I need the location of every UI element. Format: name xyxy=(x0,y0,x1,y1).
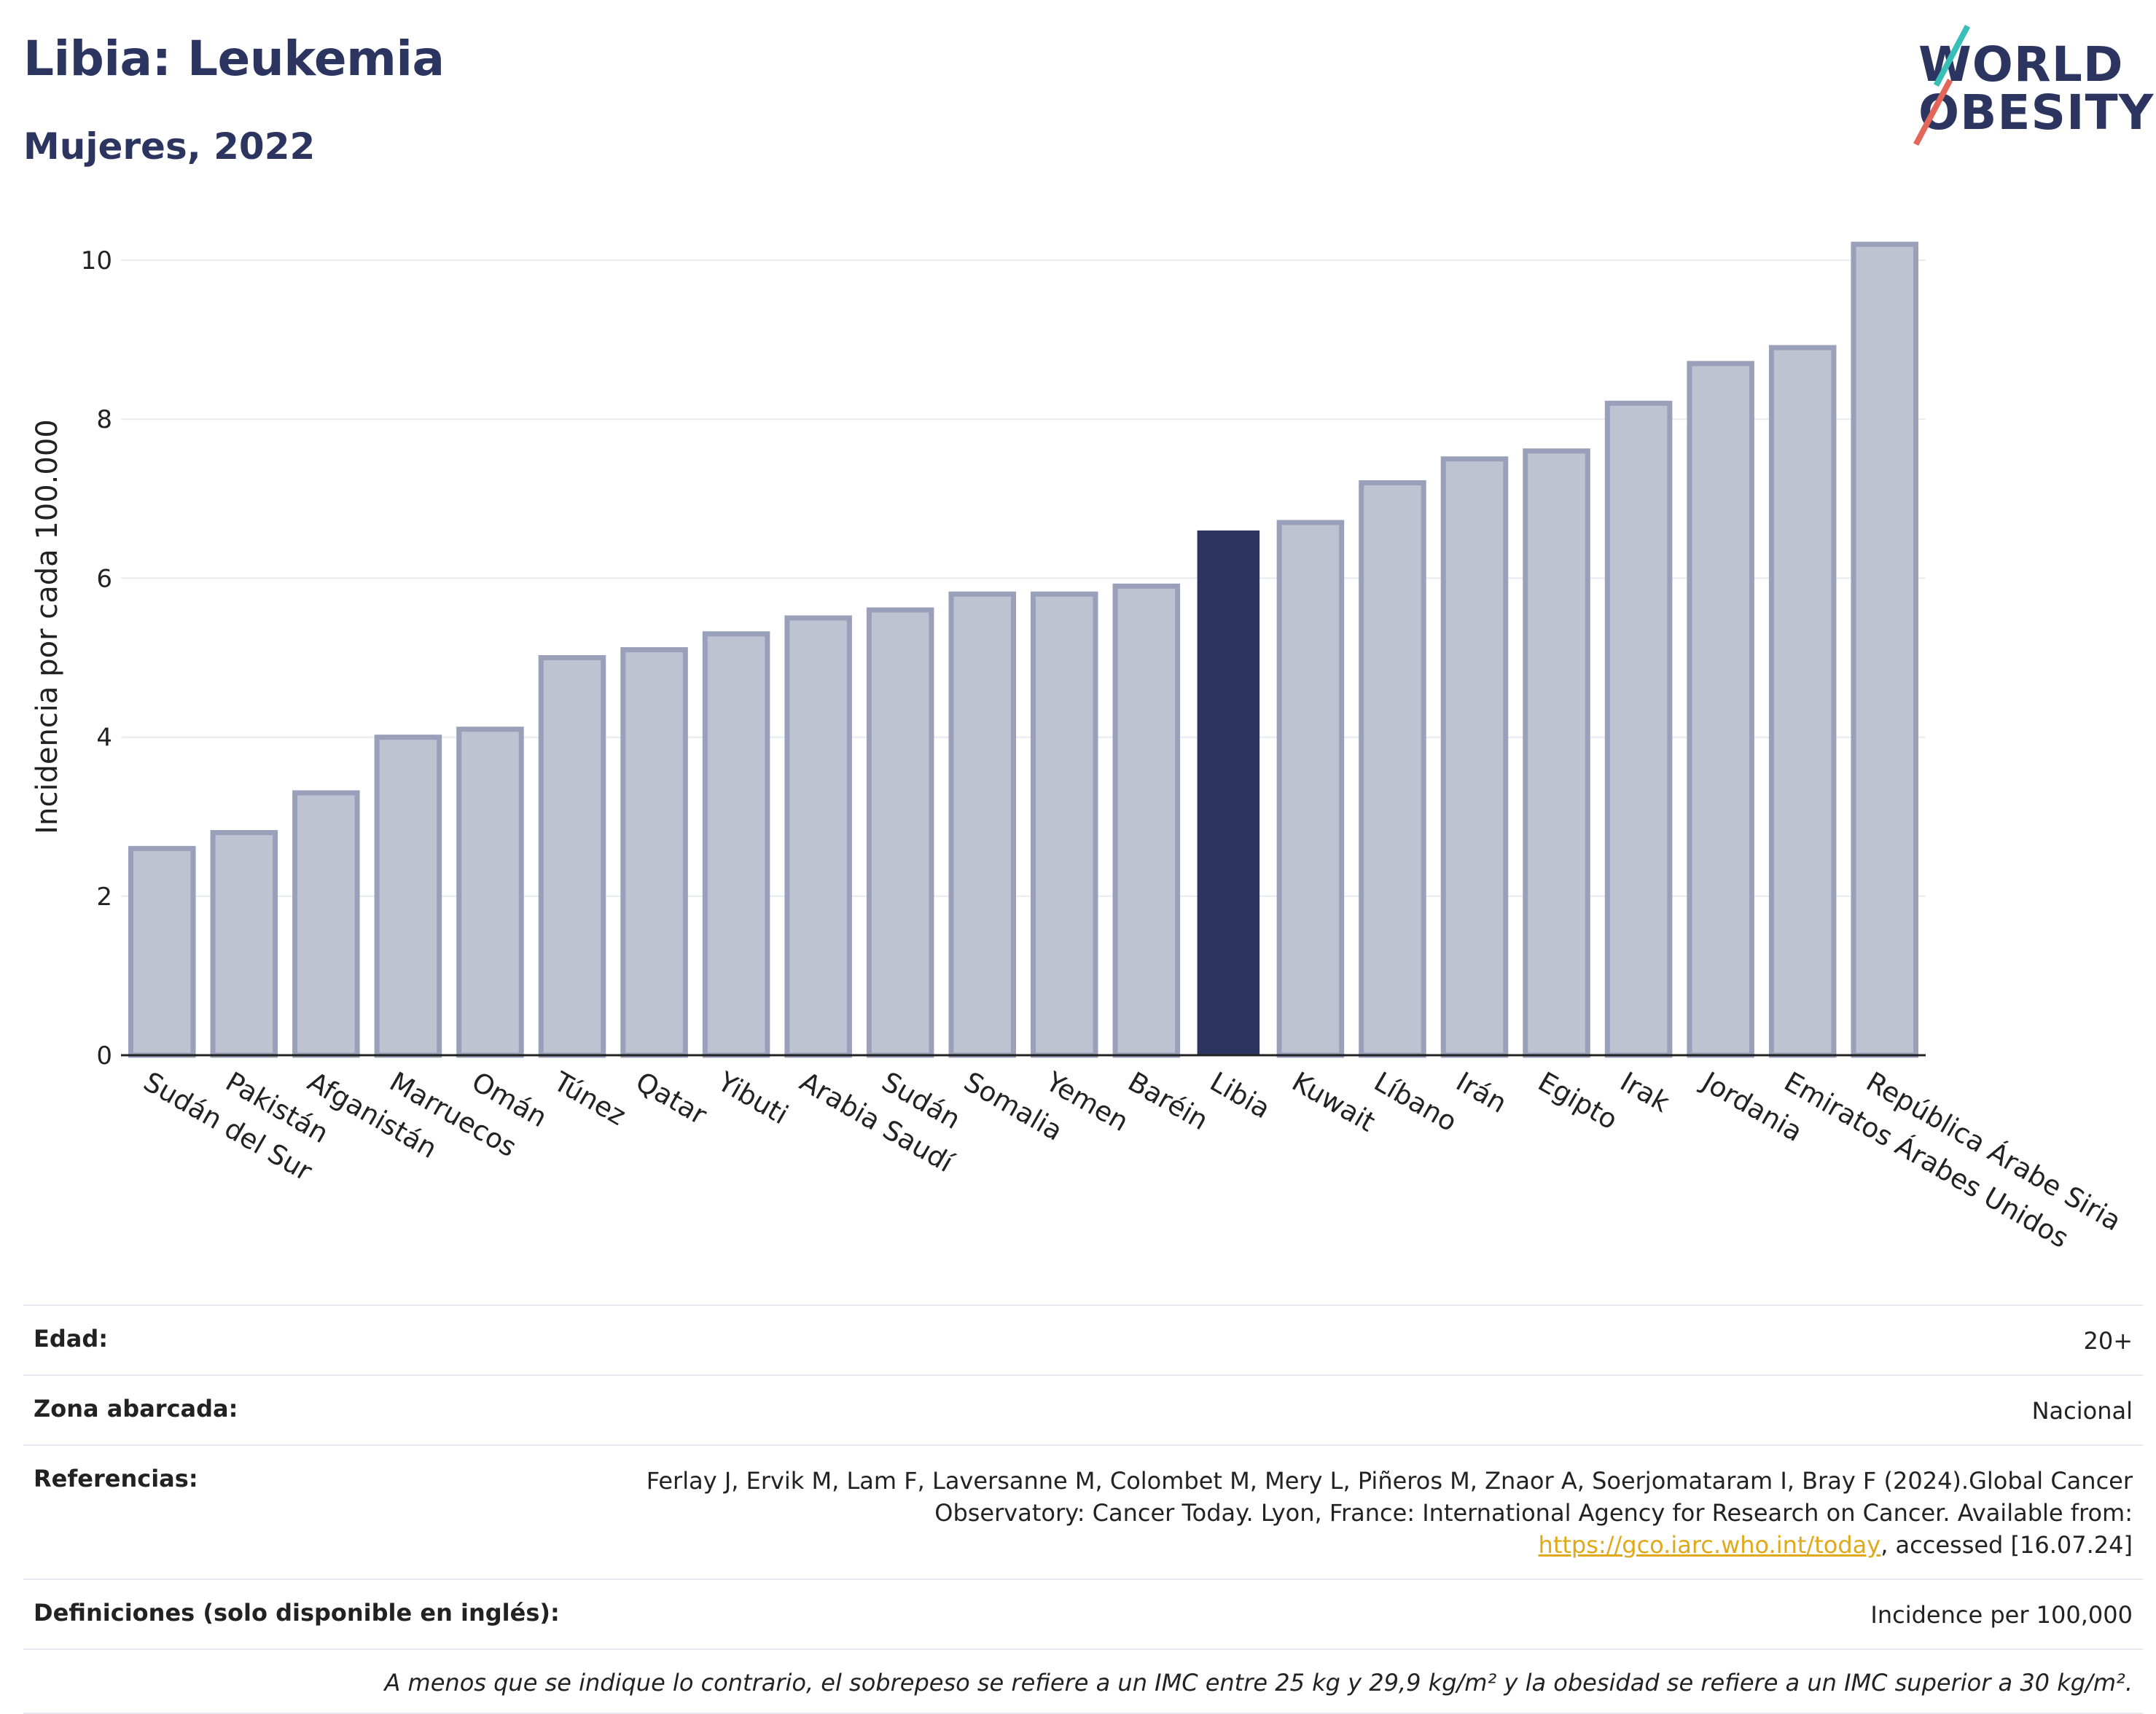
bar xyxy=(1687,361,1754,1058)
world-obesity-logo: WORLD OBESITY xyxy=(1895,22,2153,153)
x-axis-labels: Sudán del SurPakistánAfganistánMarruecos… xyxy=(138,1065,2127,1254)
bar xyxy=(784,615,852,1058)
bar xyxy=(128,845,196,1058)
logo-line-2: OBESITY xyxy=(1918,85,2155,141)
info-row-references: Referencias: Ferlay J, Ervik M, Lam F, L… xyxy=(23,1446,2143,1580)
references-label: Referencias: xyxy=(34,1465,198,1492)
y-tick-label: 4 xyxy=(96,724,112,753)
page-subtitle: Mujeres, 2022 xyxy=(23,125,316,168)
y-tick-label: 8 xyxy=(96,405,112,434)
references-text: Ferlay J, Ervik M, Lam F, Laversanne M, … xyxy=(646,1467,2133,1527)
info-row-age: Edad: 20+ xyxy=(23,1306,2143,1376)
page-title: Libia: Leukemia xyxy=(23,31,445,87)
bars xyxy=(128,241,1918,1058)
info-table: Edad: 20+ Zona abarcada: Nacional Refere… xyxy=(23,1304,2143,1714)
x-tick-label: Líbano xyxy=(1369,1066,1462,1138)
bar xyxy=(374,735,442,1058)
footnote: A menos que se indique lo contrario, el … xyxy=(23,1650,2143,1714)
bar xyxy=(1359,480,1426,1058)
x-tick-label: Qatar xyxy=(630,1066,712,1132)
bar xyxy=(1440,456,1509,1058)
definitions-value: Incidence per 100,000 xyxy=(1870,1601,2133,1629)
bar-highlight xyxy=(1197,530,1260,1055)
bar xyxy=(1604,400,1673,1058)
age-label: Edad: xyxy=(34,1325,109,1353)
bar xyxy=(1276,520,1345,1058)
bar xyxy=(538,655,606,1058)
logo-line-1: WORLD xyxy=(1918,36,2124,93)
bar xyxy=(1112,583,1181,1058)
x-tick-label: Baréin xyxy=(1122,1066,1214,1137)
info-row-area: Zona abarcada: Nacional xyxy=(23,1376,2143,1446)
y-axis-ticks: 0 2 4 6 8 10 xyxy=(81,246,112,1071)
references-value: Ferlay J, Ervik M, Lam F, Laversanne M, … xyxy=(617,1465,2133,1561)
bar xyxy=(702,631,770,1058)
y-tick-label: 6 xyxy=(96,564,112,593)
x-tick-label: Irak xyxy=(1615,1066,1676,1119)
definitions-label: Definiciones (solo disponible en inglés)… xyxy=(34,1599,560,1627)
bar xyxy=(866,607,934,1058)
bar xyxy=(1031,591,1098,1058)
area-value: Nacional xyxy=(2031,1397,2133,1425)
bar-chart: 0 2 4 6 8 10 Sudán del SurPakistánAfganistánM… xyxy=(31,241,2127,1254)
x-tick-label: Túnez xyxy=(548,1065,631,1132)
x-tick-label: Yibuti xyxy=(712,1065,794,1130)
references-text-end: , accessed [16.07.24] xyxy=(1880,1531,2133,1559)
age-value: 20+ xyxy=(2083,1327,2133,1355)
y-axis-title: Incidencia por cada 100.000 xyxy=(31,419,64,834)
bar xyxy=(210,830,278,1058)
info-row-definitions: Definiciones (solo disponible en inglés)… xyxy=(23,1580,2143,1650)
references-link[interactable]: https://gco.iarc.who.int/today xyxy=(1538,1531,1881,1559)
y-tick-label: 0 xyxy=(96,1041,112,1071)
bar xyxy=(620,647,688,1058)
area-label: Zona abarcada: xyxy=(34,1395,238,1423)
bar xyxy=(456,727,524,1058)
x-tick-label: Kuwait xyxy=(1286,1066,1380,1138)
x-tick-label: Libia xyxy=(1205,1066,1276,1125)
bar xyxy=(1523,448,1590,1058)
bar xyxy=(1768,345,1837,1058)
bar xyxy=(292,790,360,1058)
x-tick-label: Egipto xyxy=(1533,1066,1623,1136)
bar xyxy=(1851,241,1918,1058)
bar xyxy=(948,591,1016,1058)
y-tick-label: 10 xyxy=(81,246,112,275)
y-tick-label: 2 xyxy=(96,883,112,912)
